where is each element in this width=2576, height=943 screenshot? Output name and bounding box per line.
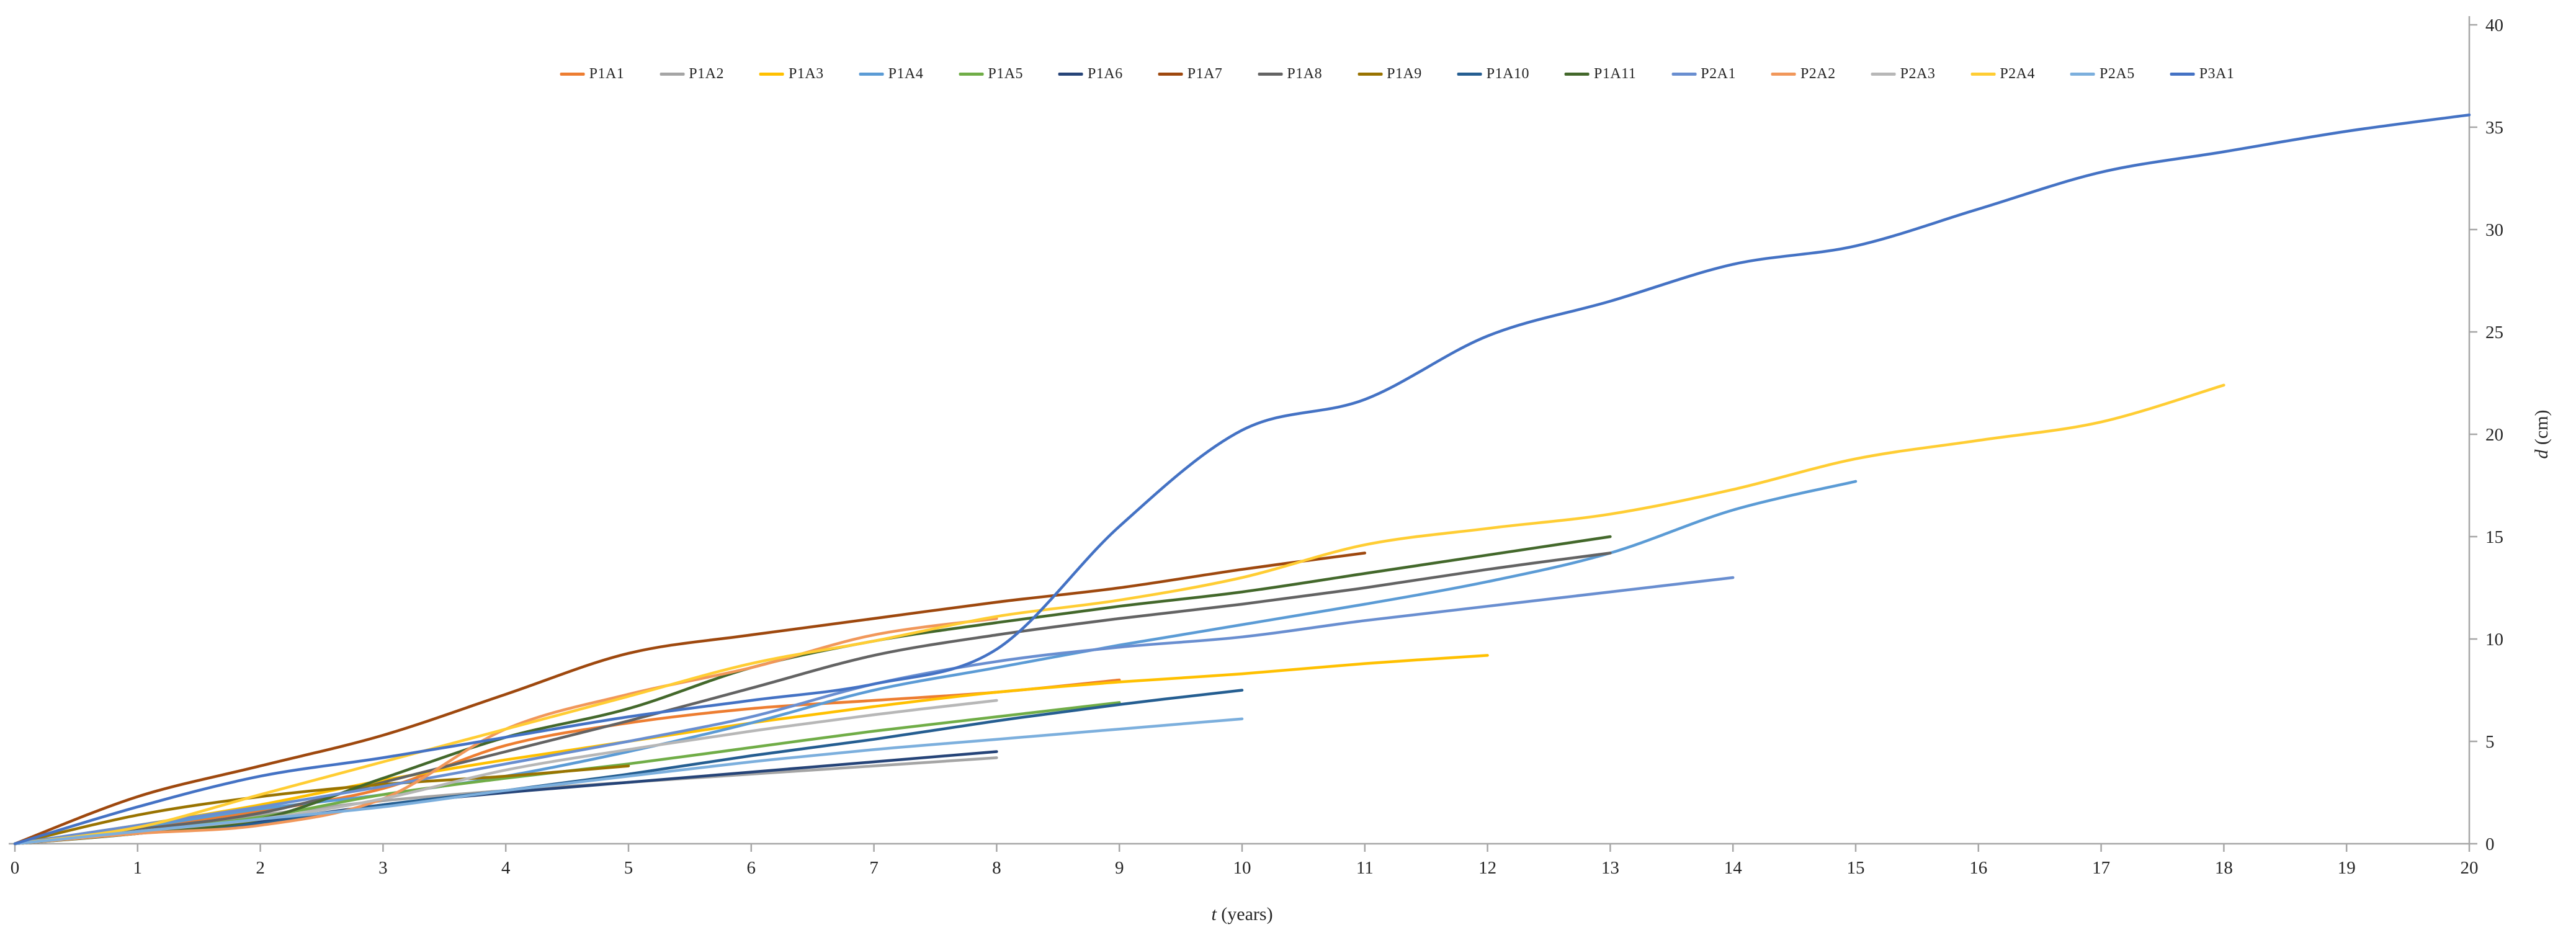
legend-item-P1A6: P1A6 bbox=[1058, 66, 1123, 83]
legend-swatch-line bbox=[1058, 73, 1084, 76]
x-tick-label: 12 bbox=[1478, 858, 1496, 878]
legend-item-P1A11: P1A11 bbox=[1564, 66, 1637, 83]
legend-item-P1A4: P1A4 bbox=[859, 66, 924, 83]
x-tick-label: 0 bbox=[11, 858, 20, 878]
legend-swatch-line bbox=[1357, 73, 1383, 76]
legend-item-P3A1: P3A1 bbox=[2170, 66, 2235, 83]
legend-swatch-line bbox=[1871, 73, 1896, 76]
x-tick-label: 6 bbox=[747, 858, 756, 878]
x-tick-label: 19 bbox=[2338, 858, 2356, 878]
x-axis-title: t (years) bbox=[1211, 904, 1272, 924]
legend-label: P1A8 bbox=[1287, 66, 1323, 82]
legend-swatch-line bbox=[2170, 73, 2195, 76]
x-tick-label: 16 bbox=[1969, 858, 1987, 878]
x-tick-label: 15 bbox=[1847, 858, 1865, 878]
legend-swatch-line bbox=[1970, 73, 1996, 76]
legend-label: P1A3 bbox=[788, 66, 824, 82]
series-line-P1A7 bbox=[13, 552, 1367, 846]
x-tick-label: 8 bbox=[992, 858, 1001, 878]
legend-label: P1A7 bbox=[1187, 66, 1223, 82]
y-tick-label: 0 bbox=[2485, 834, 2495, 854]
series-line-P1A1 bbox=[13, 678, 1121, 846]
legend-label: P1A6 bbox=[1088, 66, 1123, 82]
legend-swatch-line bbox=[859, 73, 884, 76]
legend-swatch-line bbox=[1158, 73, 1183, 76]
y-tick-label: 15 bbox=[2485, 527, 2503, 547]
legend-swatch-line bbox=[660, 73, 685, 76]
y-tick-label: 10 bbox=[2485, 630, 2503, 650]
y-tick-label: 35 bbox=[2485, 118, 2503, 138]
chart-legend: P1A1 P1A2 P1A3 P1A4 P1A5 P1A6 P1A7 P1A8 P1A9 P1A1… bbox=[560, 66, 2235, 83]
y-tick-label: 40 bbox=[2485, 16, 2503, 35]
legend-label: P1A4 bbox=[888, 66, 924, 82]
legend-item-P2A3: P2A3 bbox=[1871, 66, 1936, 83]
legend-swatch-line bbox=[759, 73, 784, 76]
x-tick-label: 9 bbox=[1115, 858, 1124, 878]
legend-swatch-line bbox=[1564, 73, 1590, 76]
series-line-P2A5 bbox=[13, 717, 1244, 846]
series-line-P3A1 bbox=[13, 113, 2471, 846]
legend-label: P2A5 bbox=[2100, 66, 2135, 82]
y-tick-label: 5 bbox=[2485, 732, 2495, 752]
legend-item-P1A1: P1A1 bbox=[560, 66, 625, 83]
legend-swatch-line bbox=[1671, 73, 1697, 76]
legend-label: P1A2 bbox=[689, 66, 724, 82]
y-tick-label: 25 bbox=[2485, 323, 2503, 342]
y-tick-label: 30 bbox=[2485, 220, 2503, 240]
legend-label: P2A4 bbox=[2000, 66, 2036, 82]
legend-label: P1A11 bbox=[1593, 66, 1637, 82]
x-tick-label: 18 bbox=[2215, 858, 2233, 878]
legend-label: P2A2 bbox=[1800, 66, 1836, 82]
x-tick-label: 20 bbox=[2461, 858, 2479, 878]
x-tick-label: 7 bbox=[869, 858, 879, 878]
legend-item-P2A4: P2A4 bbox=[1970, 66, 2035, 83]
x-tick-label: 4 bbox=[501, 858, 511, 878]
legend-swatch-line bbox=[2070, 73, 2096, 76]
legend-swatch-line bbox=[959, 73, 984, 76]
legend-swatch-line bbox=[1258, 73, 1283, 76]
legend-item-P1A8: P1A8 bbox=[1258, 66, 1322, 83]
legend-item-P1A3: P1A3 bbox=[759, 66, 824, 83]
x-tick-label: 11 bbox=[1356, 858, 1374, 878]
x-tick-label: 5 bbox=[624, 858, 633, 878]
y-axis-title: d (cm) bbox=[2531, 409, 2552, 458]
legend-swatch-line bbox=[1771, 73, 1796, 76]
series-line-P1A8 bbox=[13, 552, 1612, 846]
x-tick-label: 2 bbox=[256, 858, 265, 878]
legend-swatch-line bbox=[1457, 73, 1482, 76]
series-line-P1A9 bbox=[13, 764, 630, 846]
legend-label: P1A9 bbox=[1387, 66, 1422, 82]
x-tick-label: 10 bbox=[1233, 858, 1251, 878]
legend-label: P1A10 bbox=[1486, 66, 1529, 82]
legend-item-P1A9: P1A9 bbox=[1357, 66, 1422, 83]
x-tick-label: 17 bbox=[2092, 858, 2110, 878]
legend-item-P2A5: P2A5 bbox=[2070, 66, 2135, 83]
legend-item-P2A2: P2A2 bbox=[1771, 66, 1836, 83]
series-line-P2A4 bbox=[13, 383, 2225, 846]
legend-label: P3A1 bbox=[2199, 66, 2235, 82]
series-line-P1A4 bbox=[13, 480, 1858, 846]
x-tick-label: 3 bbox=[378, 858, 388, 878]
legend-label: P2A1 bbox=[1701, 66, 1736, 82]
y-tick-label: 20 bbox=[2485, 425, 2503, 445]
legend-item-P2A1: P2A1 bbox=[1671, 66, 1736, 83]
legend-item-P1A2: P1A2 bbox=[660, 66, 724, 83]
legend-item-P1A7: P1A7 bbox=[1158, 66, 1223, 83]
legend-item-P1A5: P1A5 bbox=[959, 66, 1023, 83]
legend-label: P1A1 bbox=[589, 66, 625, 82]
legend-item-P1A10: P1A10 bbox=[1457, 66, 1529, 83]
x-tick-label: 14 bbox=[1724, 858, 1743, 878]
x-tick-label: 1 bbox=[133, 858, 143, 878]
x-tick-label: 13 bbox=[1601, 858, 1619, 878]
legend-label: P1A5 bbox=[988, 66, 1024, 82]
legend-label: P2A3 bbox=[1900, 66, 1936, 82]
legend-swatch-line bbox=[560, 73, 585, 76]
